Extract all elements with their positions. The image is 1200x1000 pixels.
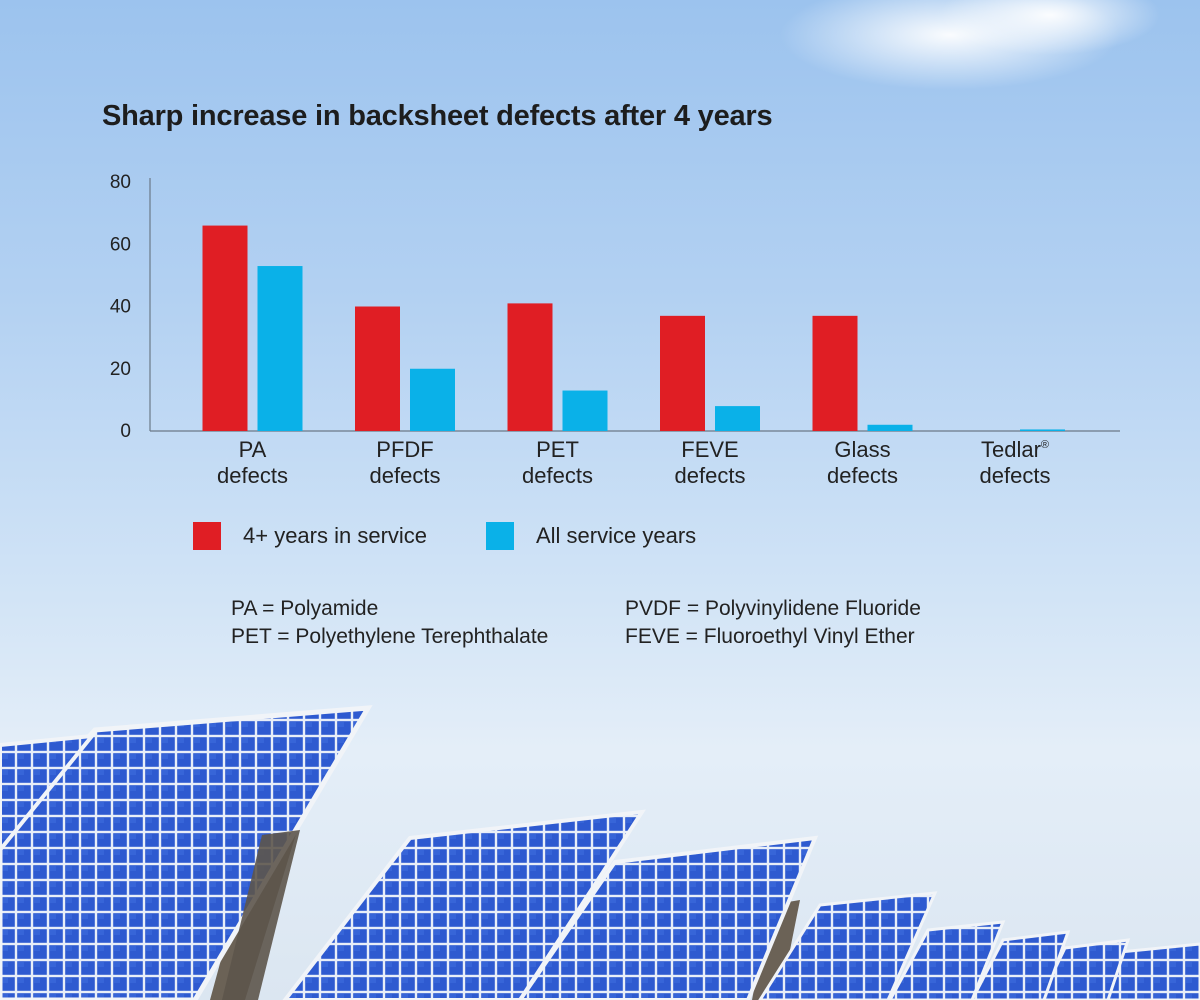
y-tick-label: 40 [110, 297, 131, 318]
chart-title: Sharp increase in backsheet defects afte… [102, 100, 773, 132]
bar [715, 406, 760, 431]
abbreviations-left: PA = Polyamide PET = Polyethylene Tereph… [231, 595, 548, 651]
y-tick-label: 20 [110, 359, 131, 380]
bar [257, 266, 303, 431]
abbreviation: PET = Polyethylene Terephthalate [231, 625, 549, 648]
bar [812, 315, 858, 431]
bar [410, 368, 455, 431]
legend-swatch-blue [486, 522, 514, 550]
x-tick-label: defects [827, 463, 898, 488]
x-tick-label: defects [980, 463, 1051, 488]
abbreviation: FEVE = Fluoroethyl Vinyl Ether [625, 625, 915, 648]
bar [1020, 429, 1065, 431]
bar [562, 390, 608, 431]
x-tick-label: defects [370, 463, 441, 488]
x-tick-label: PA [239, 437, 267, 462]
chart-axes [149, 178, 1120, 432]
x-tick-label: Glass [834, 437, 890, 462]
x-tick-label: defects [522, 463, 593, 488]
x-tick-label: defects [217, 463, 288, 488]
x-tick-label: PET [536, 437, 579, 462]
solar-panel-array [0, 705, 1200, 1000]
x-tick-label: Tedlar® [981, 437, 1049, 462]
x-tick-label: FEVE [681, 437, 738, 462]
chart-bars [202, 225, 1065, 431]
abbreviations-right: PVDF = Polyvinylidene Fluoride FEVE = Fl… [625, 595, 921, 651]
abbreviation: PA = Polyamide [231, 597, 379, 620]
bar [355, 306, 400, 431]
legend-label: All service years [536, 523, 697, 548]
x-tick-label: PFDF [376, 437, 433, 462]
chart-labels: 020406080PAdefectsPFDFdefectsPETdefectsF… [110, 172, 1051, 488]
y-tick-label: 80 [110, 172, 131, 193]
y-tick-label: 60 [110, 234, 131, 255]
legend-label: 4+ years in service [243, 523, 428, 548]
bar [202, 225, 248, 431]
x-tick-label: defects [675, 463, 746, 488]
bar [507, 303, 553, 431]
abbreviation: PVDF = Polyvinylidene Fluoride [625, 597, 921, 620]
bar [660, 315, 705, 431]
legend-item-series-1: 4+ years in service [193, 522, 427, 550]
bar-chart: 020406080PAdefectsPFDFdefectsPETdefectsF… [110, 172, 1120, 488]
legend-item-series-2: All service years [486, 522, 696, 550]
bar [867, 424, 913, 431]
legend-swatch-red [193, 522, 221, 550]
y-tick-label: 0 [120, 421, 131, 442]
